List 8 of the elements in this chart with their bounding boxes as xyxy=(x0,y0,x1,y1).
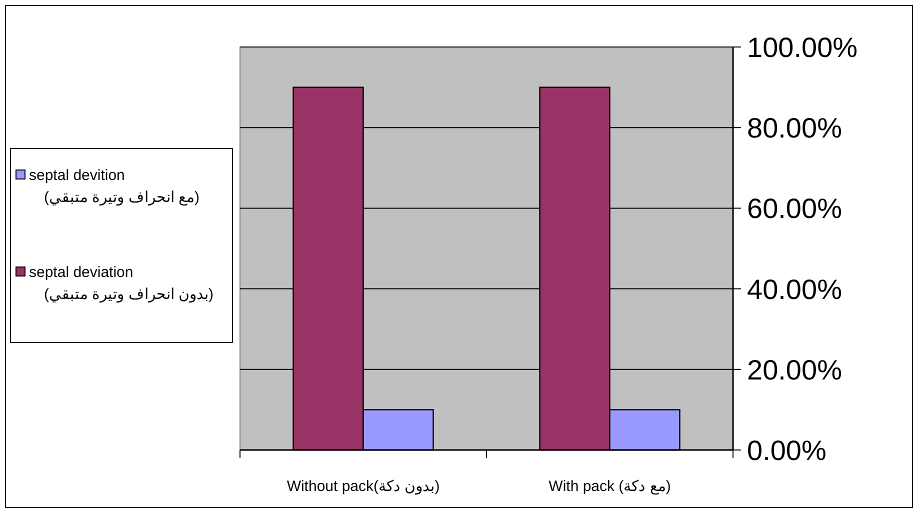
y-tick-label: 100.00% xyxy=(747,32,858,63)
x-tick-label: Without pack(بدون دكة) xyxy=(286,478,440,495)
y-tick-label: 40.00% xyxy=(747,274,842,305)
y-tick-label: 60.00% xyxy=(747,193,842,224)
x-tick-label: With pack (مع دكة) xyxy=(548,478,671,495)
y-tick-label: 0.00% xyxy=(747,435,826,466)
y-tick-label: 80.00% xyxy=(747,112,842,144)
y-tick-label: 20.00% xyxy=(747,354,842,386)
